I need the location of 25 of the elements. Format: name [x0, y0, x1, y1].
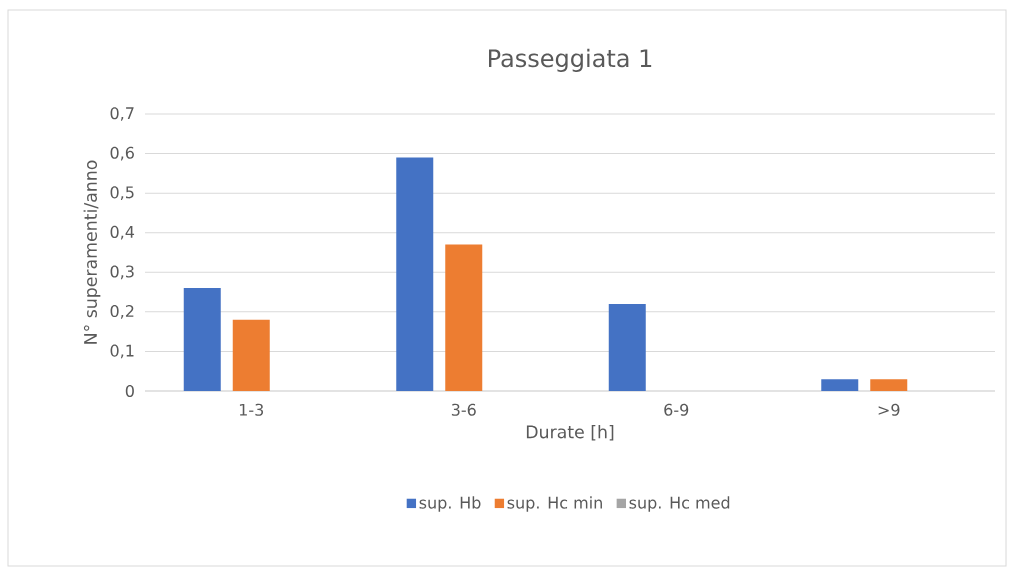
bar	[608, 303, 646, 391]
y-tick-label: 0,2	[110, 304, 134, 319]
bar	[821, 379, 859, 391]
x-tick-label: >9	[878, 403, 900, 416]
y-tick-label: 0,3	[110, 265, 134, 280]
y-tick-label: 0,5	[110, 186, 134, 201]
x-tick-label: 3-6	[451, 403, 476, 416]
bar	[870, 379, 908, 391]
x-axis-title: Durate [h]	[526, 424, 614, 441]
legend-label: sup. Hc med	[629, 496, 730, 512]
legend-label: sup. Hb	[419, 496, 481, 512]
y-tick-label: 0,4	[110, 225, 135, 240]
y-axis-title: N° superamenti/anno	[83, 160, 101, 344]
legend-label: sup. Hc min	[507, 496, 602, 512]
x-tick-label: 6-9	[664, 403, 689, 416]
y-tick-label: 0,1	[110, 344, 134, 359]
chart-title: Passeggiata 1	[489, 48, 652, 72]
bar	[445, 244, 483, 391]
x-tick-label: 1-3	[239, 403, 264, 416]
bar	[183, 288, 221, 391]
bar	[232, 319, 270, 391]
y-tick-label: 0,7	[110, 107, 134, 121]
y-tick-label: 0	[125, 384, 134, 398]
y-tick-label: 0,6	[110, 146, 134, 161]
bar	[396, 157, 434, 391]
